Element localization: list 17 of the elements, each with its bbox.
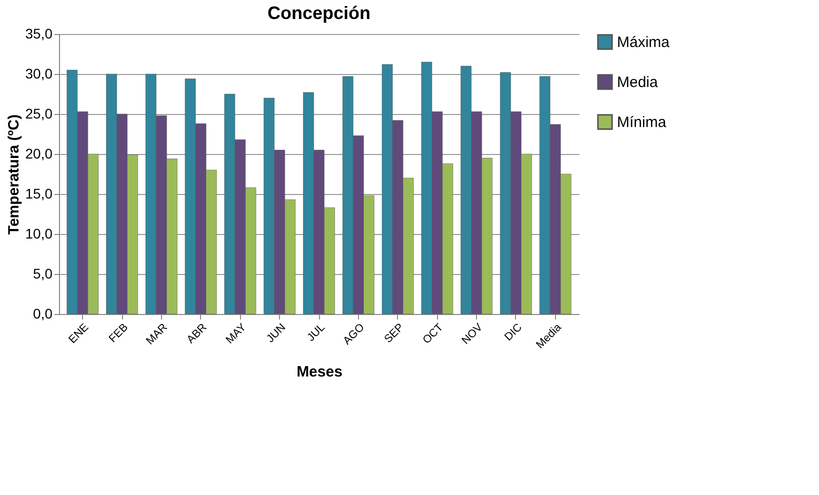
y-tick-label: 25,0 xyxy=(25,106,53,122)
y-tick-label: 10,0 xyxy=(25,226,53,242)
legend-label: Mínima xyxy=(617,114,667,131)
y-tick-label: 15,0 xyxy=(25,186,53,202)
y-tick-label: 35,0 xyxy=(25,26,53,42)
y-tick-label: 30,0 xyxy=(25,66,53,82)
x-axis-title: Meses xyxy=(296,363,342,380)
x-tick-label: FEB xyxy=(106,322,131,346)
legend-label: Media xyxy=(617,74,659,91)
x-tick-label: JUL xyxy=(305,322,328,344)
y-tick-label: 0,0 xyxy=(33,306,53,322)
x-tick-label: DIC xyxy=(502,321,524,344)
y-tick-label: 20,0 xyxy=(25,146,53,162)
chart-title: Concepción xyxy=(267,3,371,23)
y-axis-title: Temperatura (ºC) xyxy=(5,114,22,235)
y-tick-label: 5,0 xyxy=(33,266,53,282)
legend-label: Máxima xyxy=(617,34,670,51)
